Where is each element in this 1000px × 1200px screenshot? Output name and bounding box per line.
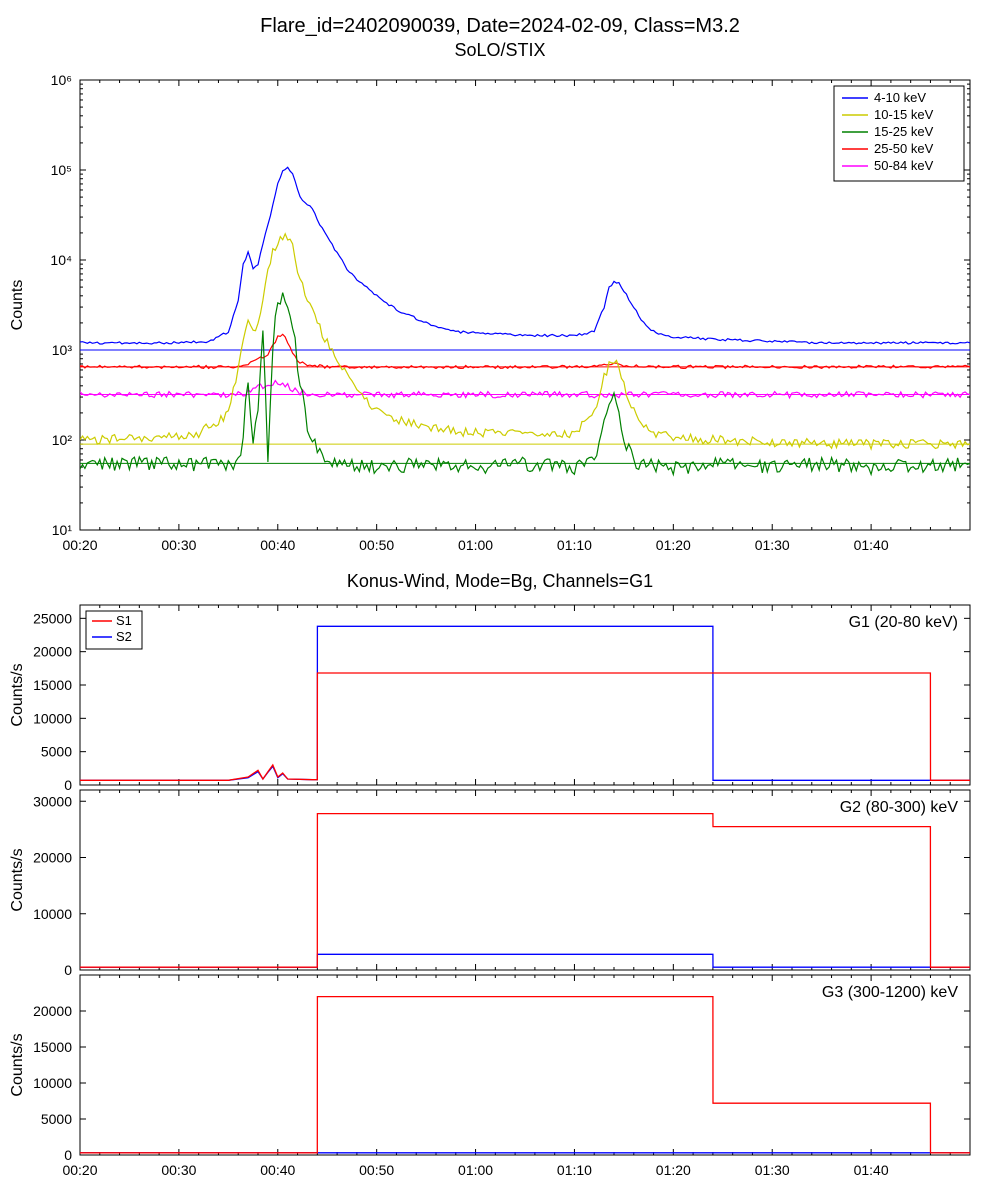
konus-ytick-label: 0 [64,777,72,793]
konus-1-s2 [80,954,970,967]
konus-ytick-label: 5000 [41,1111,72,1127]
konus-ytick-label: 30000 [33,793,72,809]
stix-legend-label: 10-15 keV [874,107,934,122]
konus-xtick-label: 01:10 [557,1162,592,1178]
stix-ytick-label: 10³ [52,342,73,358]
stix-series-magenta [80,381,970,398]
konus-ytick-label: 20000 [33,850,72,866]
konus-ytick-label: 15000 [33,677,72,693]
stix-ytick-label: 10² [52,432,73,448]
stix-xtick-label: 01:20 [656,537,691,553]
konus-ytick-label: 10000 [33,710,72,726]
stix-subtitle: SoLO/STIX [454,40,545,60]
konus-xtick-label: 00:30 [161,1162,196,1178]
konus-xtick-label: 01:20 [656,1162,691,1178]
konus-2-s1 [80,997,970,1153]
stix-ytick-label: 10⁵ [51,162,72,178]
konus-0-s2 [80,626,970,780]
konus-ytick-label: 20000 [33,1003,72,1019]
konus-ylabel: Counts/s [9,663,26,726]
konus-xtick-label: 01:00 [458,1162,493,1178]
stix-xtick-label: 00:40 [260,537,295,553]
konus-ylabel: Counts/s [9,848,26,911]
stix-series-blue [80,167,970,344]
chart-root: Flare_id=2402090039, Date=2024-02-09, Cl… [0,0,1000,1200]
stix-xtick-label: 01:30 [755,537,790,553]
stix-xtick-label: 01:00 [458,537,493,553]
konus-panel-0-label: G1 (20-80 keV) [849,614,958,631]
konus-subtitle: Konus-Wind, Mode=Bg, Channels=G1 [347,571,653,591]
konus-ytick-label: 0 [64,962,72,978]
stix-series-yellow [80,234,970,449]
main-title: Flare_id=2402090039, Date=2024-02-09, Cl… [260,15,740,37]
konus-0-s1 [80,673,970,780]
konus-ytick-label: 25000 [33,610,72,626]
konus-ytick-label: 10000 [33,906,72,922]
konus-legend-label: S1 [116,613,132,628]
stix-ytick-label: 10⁶ [51,72,72,88]
stix-ytick-label: 10⁴ [50,252,72,268]
konus-legend-label: S2 [116,629,132,644]
konus-xtick-label: 00:50 [359,1162,394,1178]
stix-xtick-label: 00:30 [161,537,196,553]
konus-1-s1 [80,814,970,968]
stix-xtick-label: 01:40 [854,537,889,553]
konus-panel-2-label: G3 (300-1200) keV [822,984,958,1001]
konus-ylabel: Counts/s [9,1033,26,1096]
stix-xtick-label: 01:10 [557,537,592,553]
konus-ytick-label: 5000 [41,744,72,760]
stix-xtick-label: 00:20 [62,537,97,553]
konus-xtick-label: 01:40 [854,1162,889,1178]
konus-ytick-label: 10000 [33,1075,72,1091]
konus-panel-1-frame [80,790,970,970]
konus-panel-2-frame [80,975,970,1155]
stix-legend-label: 50-84 keV [874,158,934,173]
stix-legend-label: 4-10 keV [874,90,926,105]
stix-legend-label: 15-25 keV [874,124,934,139]
konus-xtick-label: 00:20 [62,1162,97,1178]
stix-xtick-label: 00:50 [359,537,394,553]
konus-panel-1-label: G2 (80-300) keV [840,799,959,816]
konus-panel-0-frame [80,605,970,785]
konus-legend-box [86,611,142,649]
konus-ytick-label: 0 [64,1147,72,1163]
stix-legend-label: 25-50 keV [874,141,934,156]
stix-ytick-label: 10¹ [52,522,73,538]
konus-xtick-label: 00:40 [260,1162,295,1178]
stix-series-group [80,167,970,474]
konus-xtick-label: 01:30 [755,1162,790,1178]
konus-ytick-label: 20000 [33,644,72,660]
konus-ytick-label: 15000 [33,1039,72,1055]
stix-ylabel: Counts [9,280,26,331]
